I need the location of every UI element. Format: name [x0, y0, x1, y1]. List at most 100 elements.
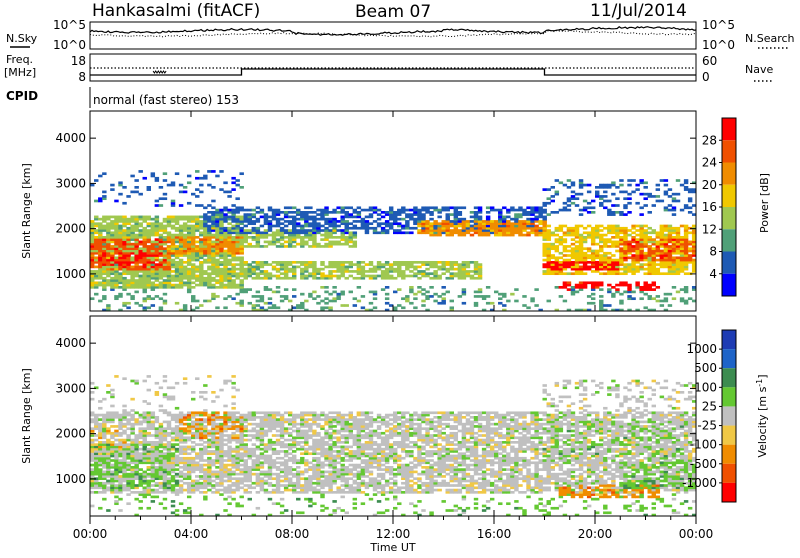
heatmap-cell	[151, 281, 155, 284]
heatmap-cell	[195, 177, 199, 180]
heatmap-cell	[579, 270, 583, 273]
heatmap-cell	[304, 243, 308, 246]
heatmap-cell	[102, 457, 106, 460]
heatmap-cell	[134, 279, 138, 282]
heatmap-cell	[462, 266, 466, 269]
heatmap-cell	[143, 241, 147, 244]
heatmap-cell	[195, 218, 199, 221]
heatmap-cell	[244, 263, 248, 266]
heatmap-cell	[260, 231, 264, 234]
heatmap-cell	[187, 247, 191, 250]
heatmap-cell	[656, 286, 660, 289]
heatmap-cell	[199, 396, 203, 399]
heatmap-cell	[143, 496, 147, 499]
heatmap-cell	[203, 450, 207, 453]
heatmap-cell	[595, 229, 599, 232]
heatmap-cell	[498, 213, 502, 216]
heatmap-cell	[239, 471, 243, 474]
heatmap-cell	[668, 266, 672, 269]
heatmap-cell	[547, 231, 551, 234]
heatmap-cell	[526, 234, 530, 237]
heatmap-cell	[591, 206, 595, 209]
heatmap-cell	[340, 304, 344, 307]
heatmap-cell	[183, 511, 187, 514]
heatmap-cell	[183, 191, 187, 194]
heatmap-cell	[211, 247, 215, 250]
heatmap-cell	[106, 234, 110, 237]
heatmap-cell	[280, 505, 284, 508]
heatmap-cell	[231, 225, 235, 228]
heatmap-cell	[118, 486, 122, 489]
heatmap-cell	[260, 441, 264, 444]
heatmap-cell	[336, 277, 340, 280]
heatmap-cell	[340, 270, 344, 273]
heatmap-cell	[514, 216, 518, 219]
heatmap-cell	[328, 229, 332, 232]
heatmap-cell	[244, 275, 248, 278]
heatmap-cell	[607, 238, 611, 241]
heatmap-cell	[90, 222, 94, 225]
heatmap-cell	[264, 489, 268, 492]
heatmap-cell	[175, 236, 179, 239]
heatmap-cell	[280, 450, 284, 453]
heatmap-cell	[268, 441, 272, 444]
heatmap-cell	[530, 222, 534, 225]
heatmap-cell	[90, 418, 94, 421]
heatmap-cell	[579, 209, 583, 212]
heatmap-cell	[175, 241, 179, 244]
heatmap-cell	[118, 238, 122, 241]
heatmap-cell	[664, 266, 668, 269]
heatmap-cell	[199, 177, 203, 180]
heatmap-cell	[118, 468, 122, 471]
heatmap-cell	[215, 491, 219, 494]
heatmap-cell	[276, 261, 280, 264]
heatmap-cell	[118, 295, 122, 298]
heatmap-cell	[187, 459, 191, 462]
heatmap-cell	[207, 261, 211, 264]
heatmap-cell	[668, 229, 672, 232]
heatmap-cell	[134, 191, 138, 194]
heatmap-cell	[268, 475, 272, 478]
heatmap-cell	[555, 259, 559, 262]
heatmap-cell	[199, 281, 203, 284]
heatmap-cell	[559, 238, 563, 241]
heatmap-cell	[102, 418, 106, 421]
heatmap-cell	[231, 461, 235, 464]
heatmap-cell	[437, 295, 441, 298]
heatmap-cell	[454, 261, 458, 264]
heatmap-cell	[102, 430, 106, 433]
heatmap-cell	[203, 222, 207, 225]
heatmap-cell	[599, 288, 603, 291]
heatmap-cell	[571, 229, 575, 232]
heatmap-cell	[155, 227, 159, 230]
heatmap-cell	[118, 416, 122, 419]
heatmap-cell	[167, 236, 171, 239]
heatmap-cell	[171, 245, 175, 248]
heatmap-cell	[114, 448, 118, 451]
heatmap-cell	[542, 211, 546, 214]
heatmap-cell	[413, 293, 417, 296]
heatmap-cell	[159, 473, 163, 476]
heatmap-cell	[122, 432, 126, 435]
heatmap-cell	[163, 489, 167, 492]
heatmap-cell	[361, 266, 365, 269]
heatmap-cell	[94, 293, 98, 296]
heatmap-cell	[235, 464, 239, 467]
heatmap-cell	[138, 231, 142, 234]
heatmap-cell	[328, 263, 332, 266]
heatmap-cell	[118, 184, 122, 187]
heatmap-cell	[587, 202, 591, 205]
heatmap-cell	[276, 268, 280, 271]
heatmap-cell	[130, 247, 134, 250]
heatmap-cell	[183, 304, 187, 307]
heatmap-cell	[215, 286, 219, 289]
heatmap-cell	[264, 457, 268, 460]
heatmap-cell	[130, 446, 134, 449]
heatmap-cell	[639, 252, 643, 255]
heatmap-cell	[547, 229, 551, 232]
heatmap-cell	[490, 302, 494, 305]
heatmap-cell	[304, 229, 308, 232]
heatmap-cell	[555, 229, 559, 232]
heatmap-cell	[563, 250, 567, 253]
heatmap-cell	[175, 220, 179, 223]
